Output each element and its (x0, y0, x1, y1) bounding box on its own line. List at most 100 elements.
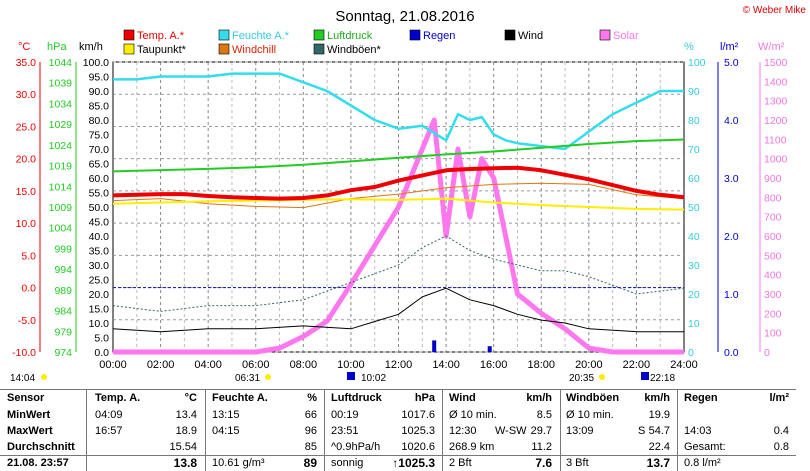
chart-series (112, 72, 685, 355)
table-header: km/h (526, 392, 552, 404)
table-header: Regen (684, 392, 718, 404)
wind-tick-label: 40.0 (89, 231, 110, 243)
table-cell: 1025.3 (401, 425, 435, 437)
table-header: km/h (644, 392, 670, 404)
temp-tick-label: 35.0 (16, 57, 37, 69)
solar-tick-label: 200 (764, 308, 782, 320)
humidity-tick-label: 20 (688, 289, 700, 301)
x-tick-label: 08:00 (290, 359, 318, 371)
pressure-tick-label: 1039 (49, 78, 73, 90)
table-cell: 13:15 (212, 409, 240, 421)
wind-tick-label: 0.0 (94, 347, 109, 359)
chart-axes: 00:00 02:00 04:00 06:00 08:00 10:00 12:00 14:00… (10, 41, 788, 384)
pressure-tick-label: 1009 (49, 202, 73, 214)
solar-tick-label: 600 (764, 231, 782, 243)
rain-tick-label: 4.0 (724, 115, 739, 127)
moon-icon (641, 372, 649, 380)
table-cell: 11.2 (531, 441, 552, 453)
table-column-divider (205, 389, 206, 471)
x-tick-label: 12:00 (385, 359, 413, 371)
solar-tick-label: 900 (764, 173, 782, 185)
wind-tick-label: 90.0 (89, 86, 110, 98)
table-cell: 10.61 g/m³ (212, 457, 265, 469)
x-tick-label: 10:00 (337, 359, 365, 371)
legend-swatch (313, 29, 325, 41)
wind-tick-label: 65.0 (89, 159, 110, 171)
rain-unit-label: l/m² (720, 41, 739, 53)
table-row-divider (0, 455, 796, 456)
table-cell: 2 Bft (449, 457, 472, 469)
moonrise-label: 10:02 (361, 373, 386, 384)
humidity-tick-label: 90 (688, 86, 700, 98)
x-tick-label: 00:00 (99, 359, 127, 371)
table-header: Temp. A. (95, 392, 141, 404)
table-cell: 8.5 (536, 409, 552, 421)
pressure-tick-label: 1029 (49, 119, 73, 131)
table-header: % (307, 392, 317, 404)
table-column-divider (442, 389, 443, 471)
weather-chart: 00:00 02:00 04:00 06:00 08:00 10:00 12:00 14:00… (10, 5, 807, 384)
rain-tick-label: 5.0 (724, 57, 739, 69)
table-row-label: Durchschnitt (7, 441, 75, 453)
table-cell: 13.8 (173, 456, 197, 470)
table-cell: 23:51 (331, 425, 359, 437)
wind-tick-label: 70.0 (89, 144, 110, 156)
temp-tick-label: 20.0 (16, 154, 37, 166)
table-cell: 1020.6 (401, 441, 435, 453)
pressure-tick-label: 1004 (49, 223, 73, 235)
solar-tick-label: 800 (764, 192, 782, 204)
solar-unit-label: W/m² (758, 41, 785, 53)
series-luftdruck-line (112, 138, 685, 173)
table-cell: 7.6 (535, 456, 552, 470)
table-header: Wind (449, 392, 476, 404)
table-cell: 15.54 (169, 441, 197, 453)
series-feuchtea-line (113, 72, 684, 151)
series-windchill-line (112, 182, 685, 209)
table-row-label: MaxWert (7, 425, 53, 437)
table-header: Feuchte A. (212, 392, 268, 404)
wind-tick-label: 50.0 (89, 202, 110, 214)
solar-tick-label: 1100 (764, 134, 787, 146)
legend-swatch (599, 29, 611, 41)
solar-tick-label: 300 (764, 289, 782, 301)
left-time-marker: 14:04 (10, 373, 35, 384)
sun-icon (41, 374, 47, 380)
table-cell: Ø 10 min. (449, 409, 497, 421)
rain-tick-label: 3.0 (724, 173, 739, 185)
temp-unit-label: °C (18, 41, 30, 53)
pressure-tick-label: 1014 (49, 181, 73, 193)
humidity-tick-label: 30 (688, 260, 700, 272)
legend-swatch (123, 43, 135, 55)
solar-tick-label: 1500 (764, 57, 788, 69)
table-cell: 13.7 (646, 456, 670, 470)
table-cell: Ø 10 min. (566, 409, 614, 421)
table-cell: 85 (304, 441, 317, 453)
table-cell: ^0.9hPa/h (331, 441, 381, 453)
series-wind-line (112, 287, 684, 333)
table-cell: 22.4 (648, 441, 670, 453)
table-cell: 0.8 (773, 441, 789, 453)
legend-label: Luftdruck (327, 30, 373, 42)
legend-swatch (504, 29, 516, 41)
series-solar-line (113, 117, 684, 355)
table-header: °C (184, 392, 197, 404)
x-tick-label: 22:00 (623, 359, 651, 371)
series-tempa-line (112, 165, 685, 201)
solar-tick-label: 100 (764, 328, 782, 340)
pressure-tick-label: 989 (54, 285, 72, 297)
table-column-divider (677, 389, 678, 471)
temp-tick-label: -5.0 (18, 315, 36, 327)
wind-tick-label: 30.0 (89, 260, 110, 272)
copyright-text: © Weber Mike (743, 5, 807, 16)
humidity-tick-label: 0 (688, 347, 694, 359)
chart-legend: Temp. A.* Taupunkt* Feuchte A.* Windchill Lu… (123, 29, 639, 56)
wind-tick-label: 60.0 (89, 173, 110, 185)
table-cell: sonnig (331, 457, 364, 469)
table-cell: 0.4 (773, 425, 789, 437)
table-cell: W-SW (495, 425, 527, 437)
table-header: Luftdruck (331, 392, 382, 404)
table-header: hPa (414, 392, 435, 404)
solar-tick-label: 400 (764, 270, 782, 282)
table-column-divider (324, 389, 325, 471)
table-row-label: 21.08. 23:57 (7, 457, 69, 469)
